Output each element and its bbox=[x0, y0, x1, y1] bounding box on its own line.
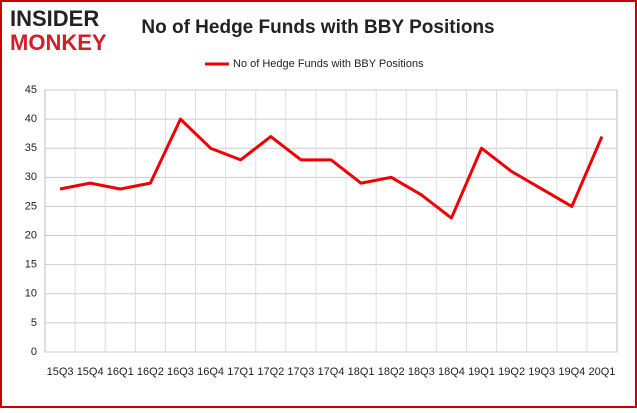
x-tick-label: 18Q3 bbox=[408, 366, 435, 378]
x-tick-label: 15Q3 bbox=[47, 366, 74, 378]
legend-label: No of Hedge Funds with BBY Positions bbox=[233, 58, 424, 70]
y-tick-label: 30 bbox=[25, 171, 37, 183]
x-tick-label: 18Q2 bbox=[378, 366, 405, 378]
x-tick-label: 18Q1 bbox=[348, 366, 375, 378]
y-tick-label: 15 bbox=[25, 259, 37, 271]
y-tick-label: 5 bbox=[31, 317, 37, 329]
x-tick-label: 18Q4 bbox=[438, 366, 465, 378]
logo-top: INSIDER bbox=[10, 6, 99, 31]
x-tick-label: 17Q2 bbox=[257, 366, 284, 378]
x-tick-label: 17Q4 bbox=[318, 366, 345, 378]
y-tick-label: 0 bbox=[31, 346, 37, 358]
x-tick-label: 20Q1 bbox=[588, 366, 615, 378]
logo-bottom: MONKEY bbox=[10, 30, 107, 55]
x-tick-label: 15Q4 bbox=[77, 366, 104, 378]
y-tick-label: 45 bbox=[25, 84, 37, 96]
x-tick-label: 16Q1 bbox=[107, 366, 134, 378]
line bbox=[59, 117, 604, 220]
x-tick-label: 16Q2 bbox=[137, 366, 164, 378]
x-tick-label: 19Q2 bbox=[498, 366, 525, 378]
x-tick-label: 16Q3 bbox=[167, 366, 194, 378]
x-tick-label: 17Q3 bbox=[287, 366, 314, 378]
x-tick-label: 17Q1 bbox=[227, 366, 254, 378]
y-tick-label: 10 bbox=[25, 288, 37, 300]
y-tick-label: 40 bbox=[25, 113, 37, 125]
x-tick-label: 19Q1 bbox=[468, 366, 495, 378]
chart-title: No of Hedge Funds with BBY Positions bbox=[141, 17, 494, 38]
x-tick-label: 19Q4 bbox=[558, 366, 585, 378]
y-tick-label: 20 bbox=[25, 229, 37, 241]
y-tick-label: 25 bbox=[25, 200, 37, 212]
y-tick-label: 35 bbox=[25, 142, 37, 154]
x-tick-label: 19Q3 bbox=[528, 366, 555, 378]
x-tick-label: 16Q4 bbox=[197, 366, 224, 378]
